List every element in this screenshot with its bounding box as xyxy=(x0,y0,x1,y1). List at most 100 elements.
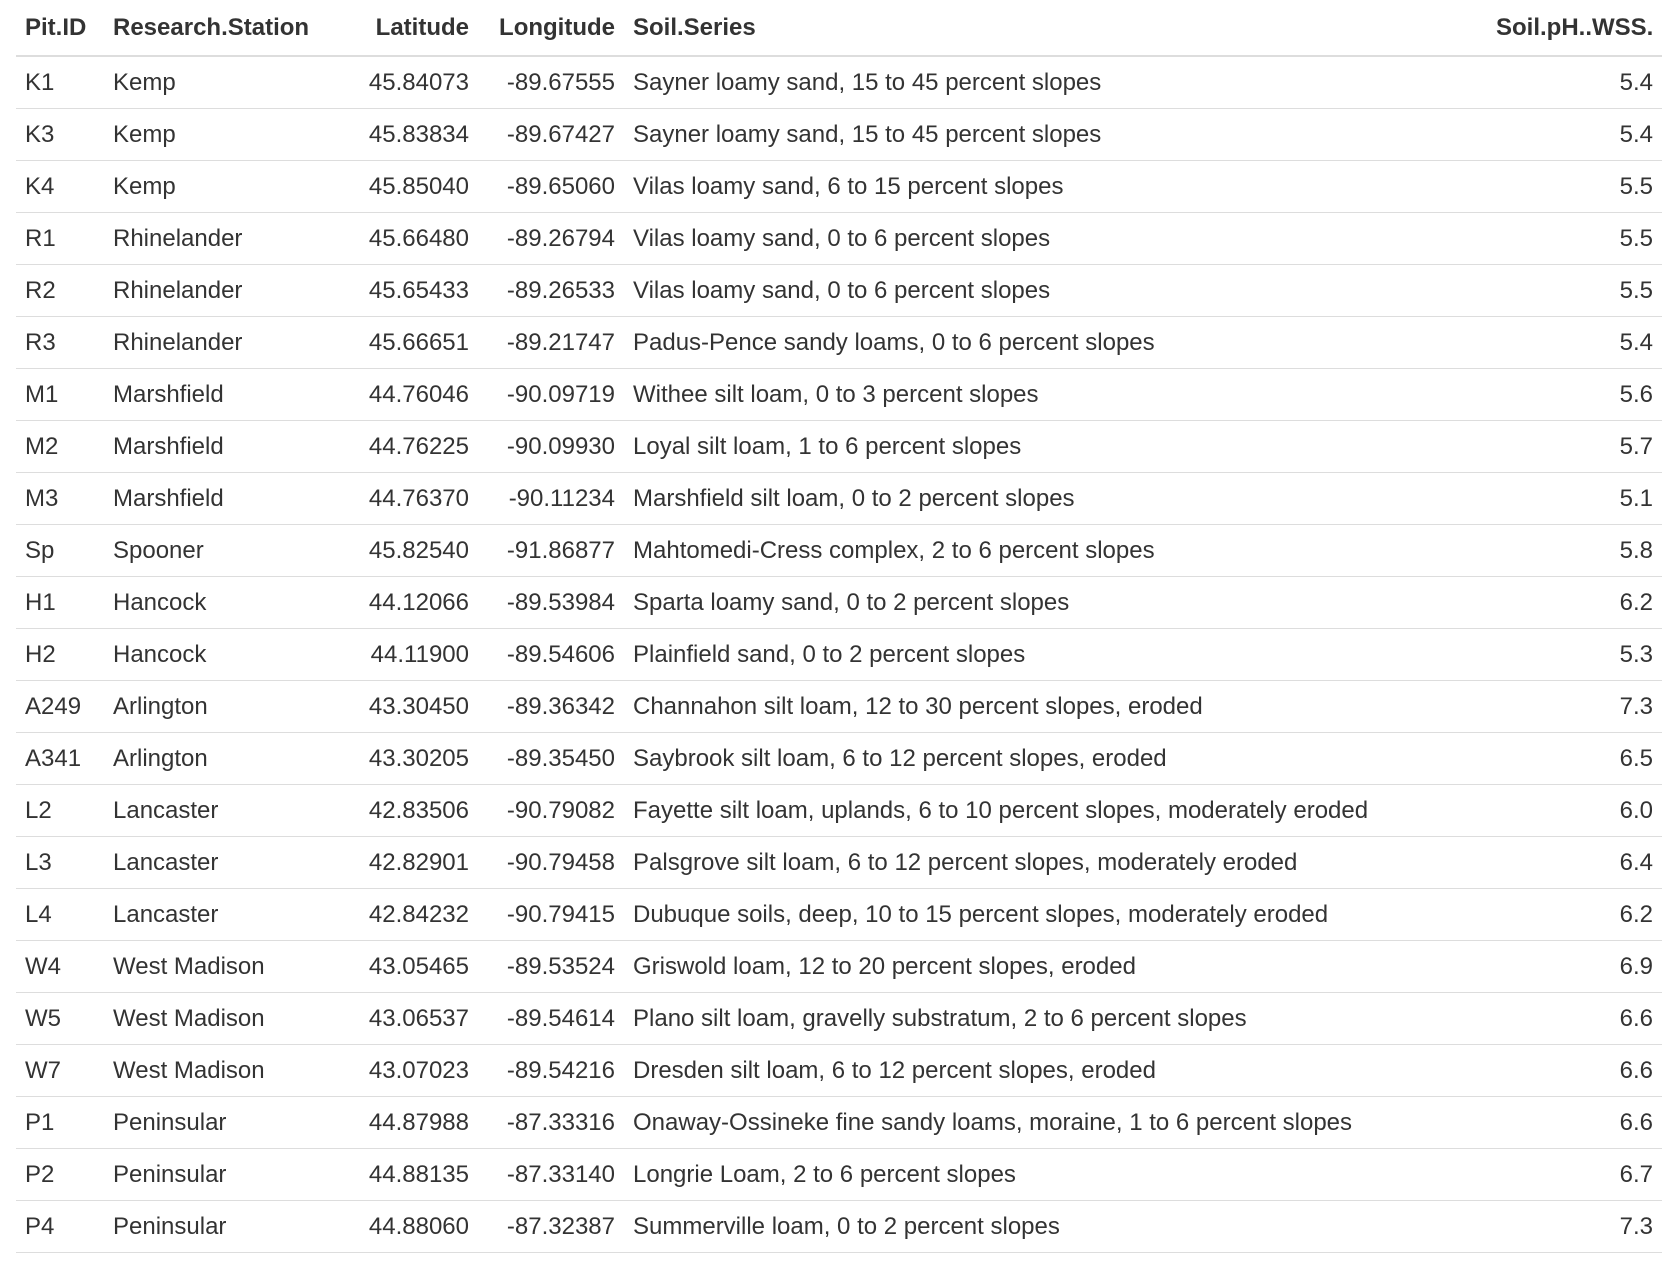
cell-pit-id: P1 xyxy=(16,1096,104,1149)
cell-research-station: Rhinelander xyxy=(104,264,338,317)
cell-latitude: 44.88135 xyxy=(338,1148,478,1201)
cell-pit-id: R3 xyxy=(16,316,104,369)
cell-soil-series: Plano silt loam, gravelly substratum, 2 … xyxy=(624,992,1487,1045)
cell-soil-series: Fayette silt loam, uplands, 6 to 10 perc… xyxy=(624,784,1487,837)
cell-longitude: -89.36342 xyxy=(478,680,624,733)
cell-soil-series: Dresden silt loam, 6 to 12 percent slope… xyxy=(624,1044,1487,1097)
cell-research-station: Marshfield xyxy=(104,472,338,525)
table-row: M1 Marshfield 44.76046 -90.09719 Withee silt… xyxy=(16,368,1662,421)
cell-latitude: 42.84232 xyxy=(338,888,478,941)
table-row: M3 Marshfield 44.76370 -90.11234 Marshfield … xyxy=(16,472,1662,525)
cell-soil-ph: 6.4 xyxy=(1487,836,1662,889)
cell-longitude: -89.35450 xyxy=(478,732,624,785)
cell-soil-ph: 5.4 xyxy=(1487,56,1662,109)
table-row: H1 Hancock 44.12066 -89.53984 Sparta loamy s… xyxy=(16,576,1662,629)
table-row: R3 Rhinelander 45.66651 -89.21747 Padus-Penc… xyxy=(16,316,1662,369)
cell-soil-ph: 5.6 xyxy=(1487,368,1662,421)
table-row: P4 Peninsular 44.88060 -87.32387 Summerville… xyxy=(16,1200,1662,1253)
cell-soil-series: Vilas loamy sand, 6 to 15 percent slopes xyxy=(624,160,1487,213)
cell-soil-ph: 7.3 xyxy=(1487,680,1662,733)
cell-latitude: 42.83506 xyxy=(338,784,478,837)
cell-soil-ph: 5.3 xyxy=(1487,628,1662,681)
cell-latitude: 45.65433 xyxy=(338,264,478,317)
cell-latitude: 45.82540 xyxy=(338,524,478,577)
cell-research-station: Arlington xyxy=(104,680,338,733)
cell-soil-series: Sayner loamy sand, 15 to 45 percent slop… xyxy=(624,108,1487,161)
cell-soil-series: Longrie Loam, 2 to 6 percent slopes xyxy=(624,1148,1487,1201)
table-row: L3 Lancaster 42.82901 -90.79458 Palsgrove si… xyxy=(16,836,1662,889)
cell-soil-ph: 5.1 xyxy=(1487,472,1662,525)
cell-research-station: Lancaster xyxy=(104,888,338,941)
cell-research-station: West Madison xyxy=(104,940,338,993)
cell-research-station: West Madison xyxy=(104,1044,338,1097)
table-row: P1 Peninsular 44.87988 -87.33316 Onaway-Ossi… xyxy=(16,1096,1662,1149)
cell-research-station: Rhinelander xyxy=(104,212,338,265)
cell-latitude: 43.06537 xyxy=(338,992,478,1045)
table-header: Pit.ID Research.Station Latitude Longitu… xyxy=(16,0,1662,57)
cell-soil-ph: 5.4 xyxy=(1487,108,1662,161)
header-research-station[interactable]: Research.Station xyxy=(104,0,338,57)
cell-pit-id: M1 xyxy=(16,368,104,421)
cell-latitude: 45.66651 xyxy=(338,316,478,369)
soil-data-table: Pit.ID Research.Station Latitude Longitu… xyxy=(16,0,1662,1253)
cell-research-station: Marshfield xyxy=(104,420,338,473)
cell-latitude: 44.76370 xyxy=(338,472,478,525)
cell-longitude: -87.33140 xyxy=(478,1148,624,1201)
header-soil-ph[interactable]: Soil.pH..WSS. xyxy=(1487,0,1662,57)
cell-latitude: 43.30450 xyxy=(338,680,478,733)
cell-research-station: Peninsular xyxy=(104,1096,338,1149)
header-pit-id[interactable]: Pit.ID xyxy=(16,0,104,57)
cell-longitude: -89.53524 xyxy=(478,940,624,993)
cell-soil-series: Saybrook silt loam, 6 to 12 percent slop… xyxy=(624,732,1487,785)
cell-longitude: -87.32387 xyxy=(478,1200,624,1253)
header-longitude[interactable]: Longitude xyxy=(478,0,624,57)
cell-soil-series: Griswold loam, 12 to 20 percent slopes, … xyxy=(624,940,1487,993)
cell-soil-ph: 6.6 xyxy=(1487,1044,1662,1097)
cell-latitude: 44.88060 xyxy=(338,1200,478,1253)
table-row: Sp Spooner 45.82540 -91.86877 Mahtomedi-Cres… xyxy=(16,524,1662,577)
cell-latitude: 44.76046 xyxy=(338,368,478,421)
cell-pit-id: H2 xyxy=(16,628,104,681)
cell-longitude: -89.65060 xyxy=(478,160,624,213)
cell-pit-id: K1 xyxy=(16,56,104,109)
cell-longitude: -90.09719 xyxy=(478,368,624,421)
cell-pit-id: A341 xyxy=(16,732,104,785)
table-row: L4 Lancaster 42.84232 -90.79415 Dubuque soil… xyxy=(16,888,1662,941)
cell-research-station: Lancaster xyxy=(104,784,338,837)
cell-latitude: 45.83834 xyxy=(338,108,478,161)
cell-soil-series: Vilas loamy sand, 0 to 6 percent slopes xyxy=(624,212,1487,265)
cell-research-station: Peninsular xyxy=(104,1148,338,1201)
cell-soil-series: Padus-Pence sandy loams, 0 to 6 percent … xyxy=(624,316,1487,369)
cell-longitude: -90.11234 xyxy=(478,472,624,525)
cell-soil-ph: 5.5 xyxy=(1487,264,1662,317)
cell-soil-ph: 5.4 xyxy=(1487,316,1662,369)
cell-soil-series: Dubuque soils, deep, 10 to 15 percent sl… xyxy=(624,888,1487,941)
table-body: K1 Kemp 45.84073 -89.67555 Sayner loamy sand… xyxy=(16,56,1662,1253)
cell-latitude: 45.85040 xyxy=(338,160,478,213)
cell-longitude: -89.26794 xyxy=(478,212,624,265)
cell-soil-ph: 6.6 xyxy=(1487,992,1662,1045)
table-container: Pit.ID Research.Station Latitude Longitu… xyxy=(16,0,1662,1253)
cell-latitude: 42.82901 xyxy=(338,836,478,889)
cell-pit-id: Sp xyxy=(16,524,104,577)
cell-longitude: -91.86877 xyxy=(478,524,624,577)
cell-pit-id: K3 xyxy=(16,108,104,161)
cell-research-station: West Madison xyxy=(104,992,338,1045)
header-latitude[interactable]: Latitude xyxy=(338,0,478,57)
cell-soil-series: Marshfield silt loam, 0 to 2 percent slo… xyxy=(624,472,1487,525)
cell-pit-id: R1 xyxy=(16,212,104,265)
table-row: W4 West Madison 43.05465 -89.53524 Griswold … xyxy=(16,940,1662,993)
table-row: W7 West Madison 43.07023 -89.54216 Dresden s… xyxy=(16,1044,1662,1097)
cell-soil-ph: 5.5 xyxy=(1487,212,1662,265)
cell-soil-ph: 6.2 xyxy=(1487,888,1662,941)
table-row: P2 Peninsular 44.88135 -87.33140 Longrie Loa… xyxy=(16,1148,1662,1201)
cell-longitude: -90.79415 xyxy=(478,888,624,941)
cell-soil-ph: 6.0 xyxy=(1487,784,1662,837)
cell-longitude: -89.54216 xyxy=(478,1044,624,1097)
header-row: Pit.ID Research.Station Latitude Longitu… xyxy=(16,0,1662,57)
cell-soil-series: Mahtomedi-Cress complex, 2 to 6 percent … xyxy=(624,524,1487,577)
cell-soil-ph: 7.3 xyxy=(1487,1200,1662,1253)
cell-research-station: Spooner xyxy=(104,524,338,577)
header-soil-series[interactable]: Soil.Series xyxy=(624,0,1487,57)
cell-pit-id: M3 xyxy=(16,472,104,525)
